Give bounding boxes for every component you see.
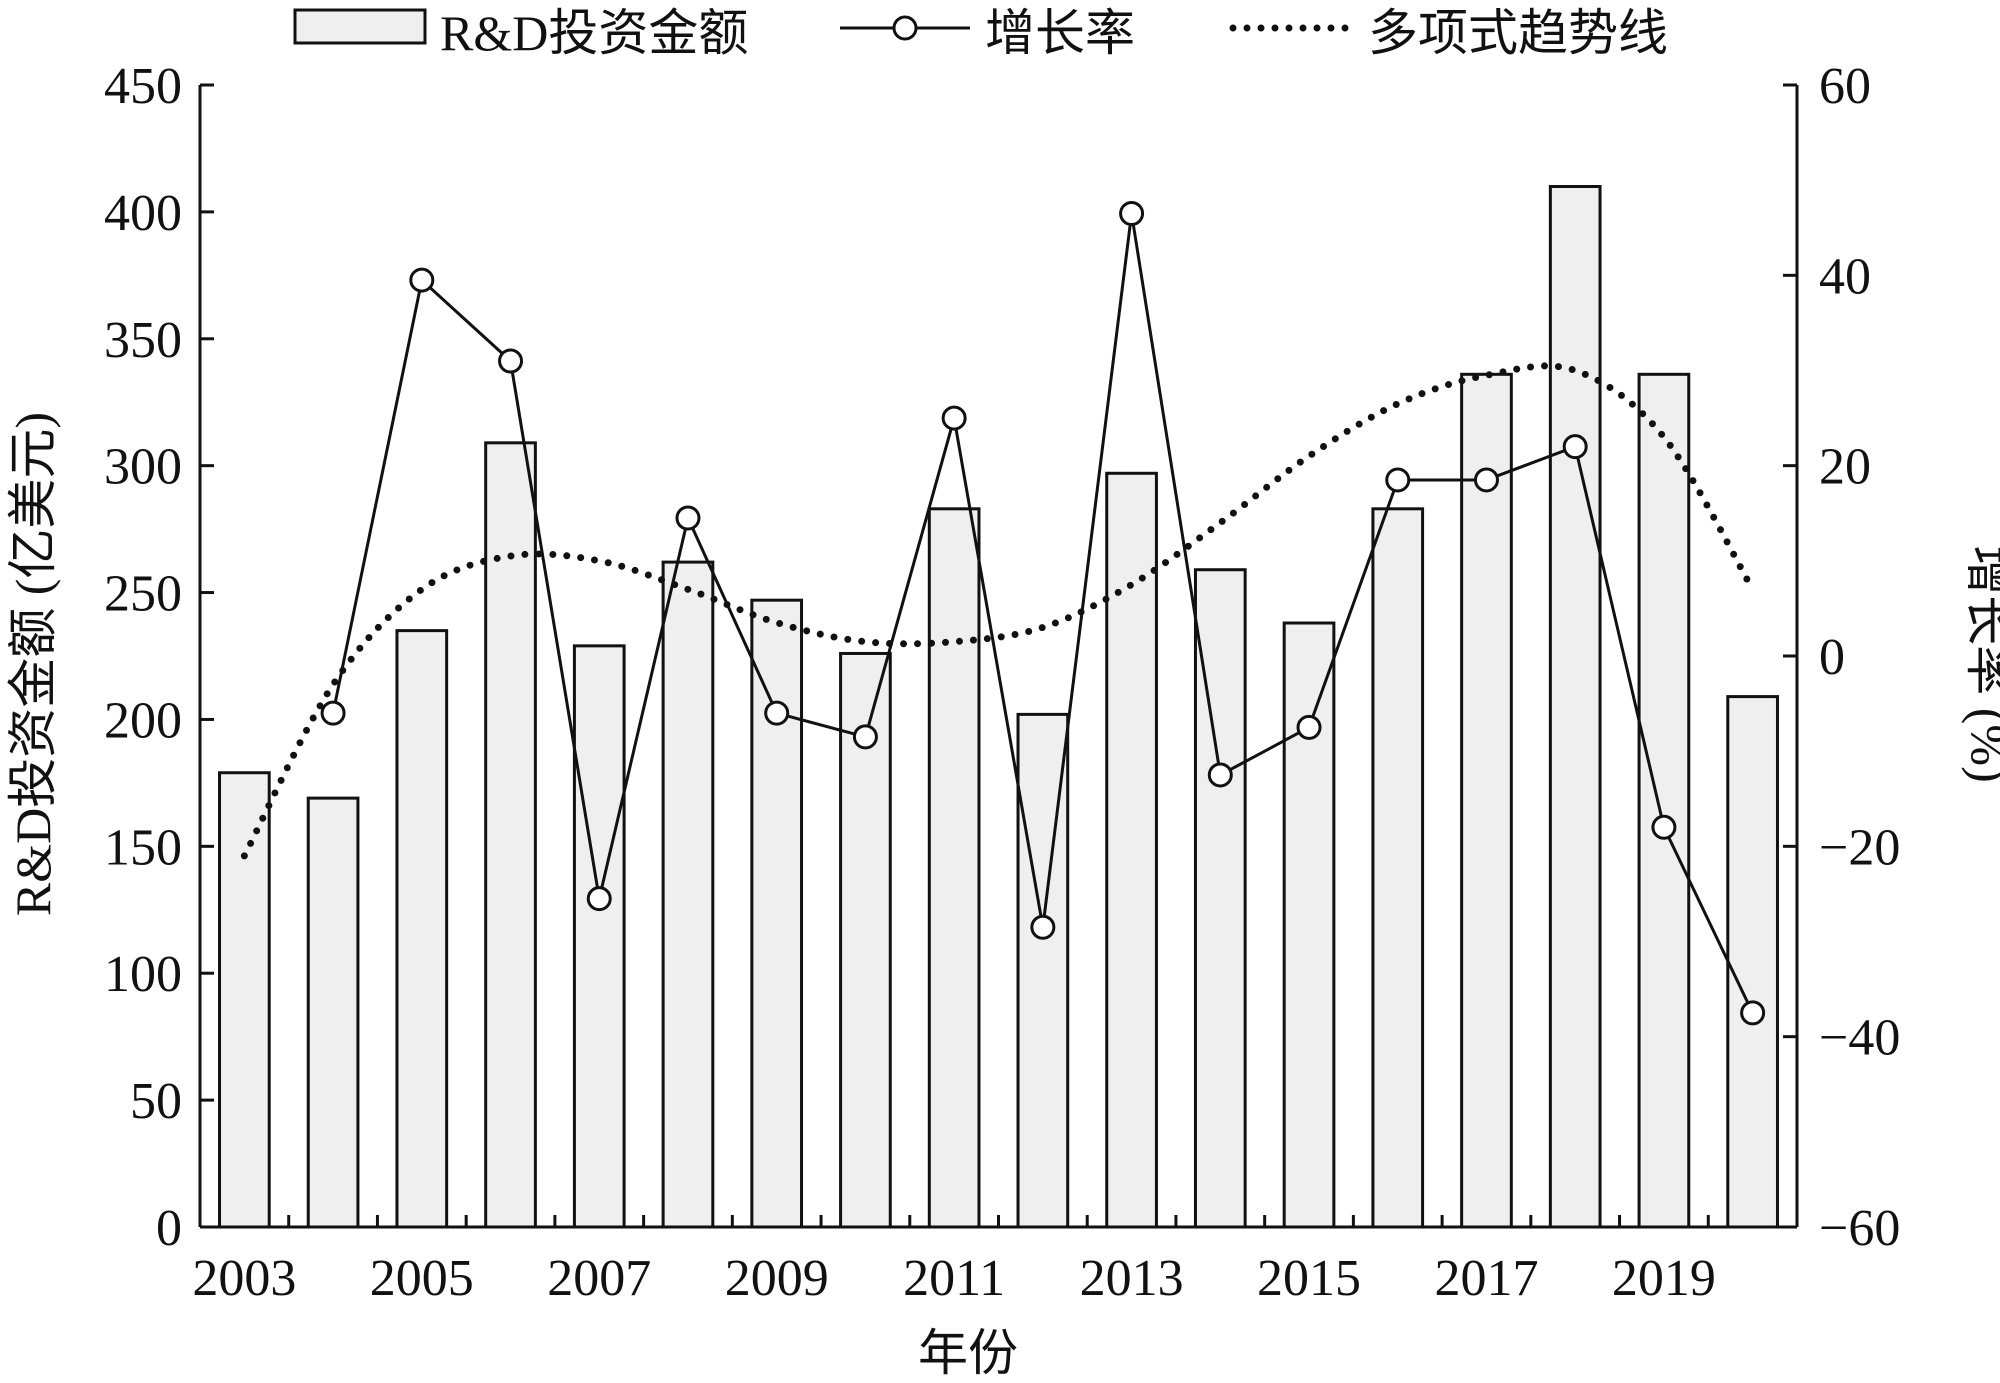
growth-marker bbox=[1030, 914, 1056, 940]
left-tick-label: 350 bbox=[104, 312, 182, 369]
bar bbox=[1460, 372, 1513, 1229]
right-tick-label: −60 bbox=[1819, 1200, 1900, 1257]
bar bbox=[395, 629, 449, 1229]
x-tick-label: 2009 bbox=[725, 1250, 829, 1307]
right-axis-ticks: −60 −40 −20 0 20 40 60 bbox=[1783, 58, 1900, 1257]
right-tick-label: 0 bbox=[1819, 629, 1845, 686]
bar bbox=[1371, 507, 1425, 1229]
right-tick-label: 60 bbox=[1819, 58, 1871, 115]
legend-label-trend: 多项式趋势线 bbox=[1368, 5, 1668, 61]
y-axis-title: R&D投资金额 (亿美元) bbox=[5, 412, 61, 916]
growth-marker bbox=[586, 886, 612, 912]
bar bbox=[1282, 621, 1336, 1229]
x-axis-ticks: 2003 2005 2007 2009 2011 2013 2015 2017 2019 bbox=[192, 1215, 1716, 1307]
growth-marker bbox=[1651, 814, 1677, 840]
right-tick-label: −20 bbox=[1819, 819, 1900, 876]
legend: R&D投资金额 增长率 多项式趋势线 bbox=[293, 5, 1668, 61]
legend-bar-swatch bbox=[293, 8, 427, 45]
x-tick-label: 2013 bbox=[1080, 1250, 1184, 1307]
growth-marker bbox=[498, 348, 524, 374]
growth-marker bbox=[1296, 714, 1322, 740]
x-tick-label: 2017 bbox=[1434, 1250, 1538, 1307]
left-tick-label: 400 bbox=[104, 185, 182, 242]
bar bbox=[1726, 695, 1779, 1229]
right-tick-label: 20 bbox=[1819, 439, 1871, 496]
x-tick-label: 2003 bbox=[192, 1250, 296, 1307]
growth-marker bbox=[1207, 762, 1233, 788]
y2-axis-title: 增长率 (%) bbox=[1961, 545, 2000, 782]
legend-marker-swatch bbox=[892, 15, 918, 41]
x-tick-label: 2011 bbox=[903, 1250, 1005, 1307]
growth-marker bbox=[1385, 467, 1411, 493]
bar bbox=[661, 560, 715, 1229]
growth-marker bbox=[852, 724, 878, 750]
growth-marker bbox=[675, 505, 701, 531]
growth-series bbox=[320, 200, 1766, 1026]
bar bbox=[572, 644, 626, 1229]
x-tick-label: 2015 bbox=[1257, 1250, 1361, 1307]
x-tick-label: 2007 bbox=[547, 1250, 651, 1307]
x-axis-title: 年份 bbox=[918, 1325, 1018, 1381]
right-tick-label: −40 bbox=[1819, 1010, 1900, 1067]
growth-marker bbox=[1562, 434, 1588, 460]
left-tick-label: 50 bbox=[130, 1073, 182, 1130]
trendline-series bbox=[240, 362, 1757, 860]
left-tick-label: 0 bbox=[156, 1200, 182, 1257]
left-axis-ticks: 0 50 100 150 200 250 300 350 400 450 bbox=[104, 58, 214, 1257]
bar bbox=[927, 507, 981, 1229]
x-tick-label: 2019 bbox=[1612, 1250, 1716, 1307]
growth-marker bbox=[409, 267, 435, 293]
left-tick-label: 150 bbox=[104, 819, 182, 876]
growth-marker bbox=[320, 700, 346, 726]
growth-marker bbox=[1473, 467, 1499, 493]
legend-label-investment: R&D投资金额 bbox=[440, 5, 748, 61]
bar bbox=[306, 796, 360, 1229]
growth-marker bbox=[941, 405, 967, 431]
x-tick-label: 2005 bbox=[370, 1250, 474, 1307]
left-tick-label: 300 bbox=[104, 439, 182, 496]
left-tick-label: 450 bbox=[104, 58, 182, 115]
bar bbox=[750, 598, 804, 1229]
legend-label-growth: 增长率 bbox=[985, 5, 1135, 61]
left-tick-label: 200 bbox=[104, 692, 182, 749]
trendline bbox=[240, 362, 1757, 860]
bar bbox=[218, 771, 271, 1229]
left-tick-label: 100 bbox=[104, 946, 182, 1003]
growth-marker bbox=[1740, 1000, 1766, 1026]
bar bbox=[484, 441, 537, 1229]
growth-marker bbox=[764, 700, 790, 726]
growth-marker bbox=[1119, 200, 1145, 226]
left-tick-label: 250 bbox=[104, 566, 182, 623]
right-tick-label: 40 bbox=[1819, 248, 1871, 305]
bar-series bbox=[218, 185, 1779, 1229]
bar bbox=[1548, 185, 1602, 1229]
bar bbox=[1637, 372, 1691, 1229]
